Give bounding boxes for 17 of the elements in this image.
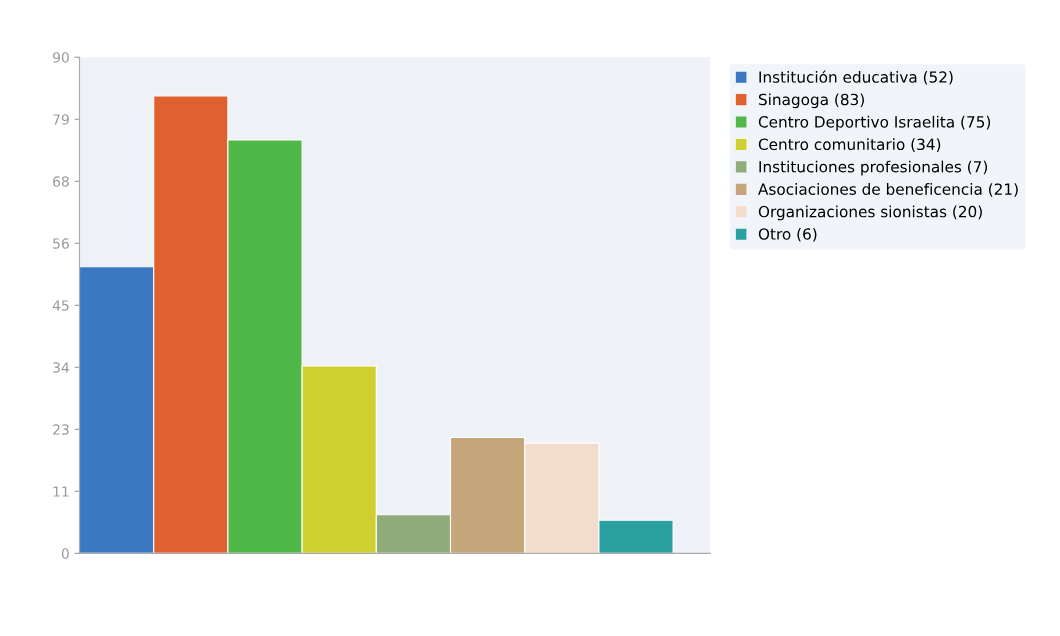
- y-tick-label: 23: [53, 424, 69, 435]
- legend-label: Organizaciones sionistas (20): [758, 205, 982, 221]
- legend-label: Centro Deportivo Israelita (75): [758, 115, 991, 131]
- y-tick-label: 34: [53, 362, 69, 373]
- y-tick-label: 11: [53, 486, 69, 497]
- y-tick-label: 56: [53, 238, 69, 249]
- legend-label: Asociaciones de beneficencia (21): [758, 183, 1018, 197]
- y-tick-label: 68: [53, 176, 69, 187]
- legend-label: Sinagoga (83): [758, 93, 864, 109]
- y-tick-label: 45: [52, 300, 69, 311]
- legend-label: Instituciones profesionales (7): [759, 160, 988, 176]
- y-tick-label: 90: [52, 52, 69, 63]
- legend-label: Centro comunitario (34): [758, 138, 941, 152]
- y-tick-label: 79: [53, 114, 69, 125]
- legend-label: Institución educativa (52): [759, 70, 953, 85]
- legend-label: Otro (6): [758, 227, 817, 242]
- y-tick-label: 0: [61, 548, 69, 559]
